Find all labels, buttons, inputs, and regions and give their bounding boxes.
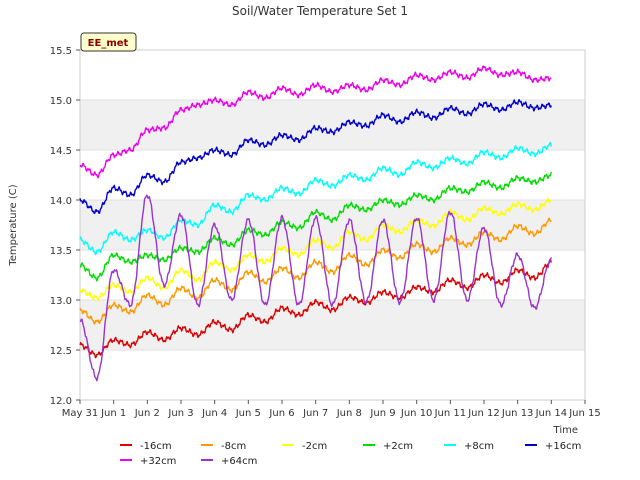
legend-label: -16cm — [140, 441, 172, 452]
x-tick-label: Jun 12 — [467, 408, 500, 419]
y-tick-label: 13.5 — [50, 246, 72, 257]
x-tick-label: Jun 10 — [400, 408, 433, 419]
x-tick-label: Jun 2 — [134, 408, 160, 419]
plot-area — [79, 49, 586, 401]
band-5 — [80, 100, 585, 150]
site-badge-text: EE_met — [88, 38, 129, 49]
y-tick-label: 12.0 — [50, 396, 72, 407]
series-line-2cm — [79, 197, 552, 302]
chart-title: Soil/Water Temperature Set 1 — [232, 4, 408, 18]
x-tick-label: Jun 11 — [434, 408, 467, 419]
y-tick-label: 15.5 — [50, 46, 72, 57]
y-tick-label: 14.0 — [50, 196, 72, 207]
x-tick-label: Jun 7 — [302, 408, 328, 419]
x-tick-label: May 31 — [62, 408, 99, 419]
x-tick-label: Jun 9 — [369, 408, 395, 419]
x-tick-label: Jun 13 — [501, 408, 534, 419]
plot-background — [80, 50, 585, 400]
x-tick-label: Jun 15 — [568, 408, 601, 419]
site-badge: EE_met — [80, 32, 137, 52]
legend-label: +64cm — [221, 456, 257, 467]
x-tick-label: Jun 14 — [535, 408, 568, 419]
x-tick-label: Jun 6 — [268, 408, 294, 419]
series-line-64cm — [79, 194, 552, 382]
series-line-32cm — [79, 65, 552, 179]
band-4 — [80, 150, 585, 200]
legend-label: +16cm — [545, 441, 581, 452]
legend-label: -2cm — [302, 441, 327, 452]
series-line-8cm — [79, 141, 552, 256]
legend-label: +2cm — [383, 441, 413, 452]
legend-label: +32cm — [140, 456, 176, 467]
x-axis-label: Time — [553, 425, 578, 436]
x-tick-label: Jun 3 — [167, 408, 193, 419]
site-badge-box — [80, 32, 137, 52]
band-0 — [80, 350, 585, 400]
x-axis-ticks: May 31 Jun 1 Jun 2 Jun 3 Jun 4 Jun 5 Jun 6 Jun … — [62, 400, 601, 419]
series-lines — [79, 65, 552, 382]
y-axis-ticks: 12.0 12.5 13.0 13.5 14.0 14.5 15.0 15.5 — [50, 46, 80, 407]
y-tick-label: 12.5 — [50, 346, 72, 357]
series-line-8cm — [79, 217, 552, 325]
x-tick-label: Jun 5 — [235, 408, 261, 419]
y-tick-label: 14.5 — [50, 146, 72, 157]
series-line-16cm — [79, 258, 552, 359]
legend: -16cm -8cm -2cm +2cm +8cm +16cm +32cm +64cm — [120, 441, 581, 467]
x-tick-label: Jun 1 — [100, 408, 126, 419]
y-tick-label: 13.0 — [50, 296, 72, 307]
x-tick-label: Jun 8 — [336, 408, 362, 419]
y-tick-label: 15.0 — [50, 96, 72, 107]
series-line-16cm — [79, 98, 552, 214]
y-axis-label: Temperature (C) — [8, 184, 19, 266]
band-1 — [80, 300, 585, 350]
x-tick-label: Jun 4 — [201, 408, 227, 419]
legend-label: +8cm — [464, 441, 494, 452]
legend-label: -8cm — [221, 441, 246, 452]
